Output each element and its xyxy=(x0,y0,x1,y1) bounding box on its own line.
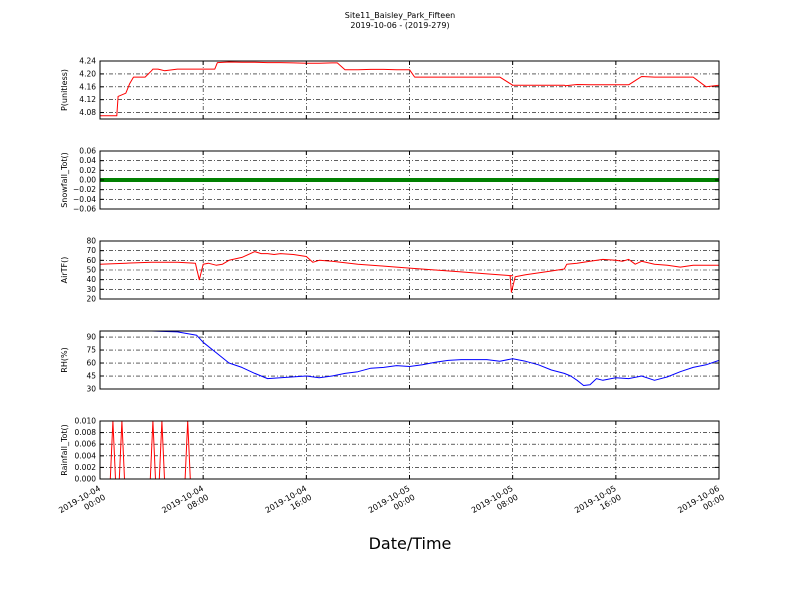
y-tick-label: 60 xyxy=(86,359,96,368)
y-tick-label: 0.00 xyxy=(79,176,96,185)
y-tick-label: 20 xyxy=(86,295,96,304)
y-tick-label: 60 xyxy=(86,256,96,265)
y-axis-label: AirTF() xyxy=(60,257,69,284)
series-line xyxy=(100,330,720,386)
y-tick-label: −0.06 xyxy=(73,205,96,214)
panel-5: 0.000 0.002 0.004 0.006 0.008 0.010 Rainfall_T… xyxy=(60,417,720,484)
chart-title: Site11_Baisley_Park_Fifteen xyxy=(344,11,456,20)
y-tick-label: 80 xyxy=(86,237,96,246)
y-tick-label: 50 xyxy=(86,266,96,275)
y-tick-label: 70 xyxy=(86,246,96,255)
y-tick-label: 0.000 xyxy=(75,475,97,484)
y-tick-label: 0.04 xyxy=(79,156,96,165)
y-tick-label: 30 xyxy=(86,385,96,394)
y-tick-label: 90 xyxy=(86,333,96,342)
y-tick-label: 45 xyxy=(86,372,96,381)
y-tick-label: 4.12 xyxy=(79,95,96,104)
y-axis-label: RH(%) xyxy=(60,347,69,372)
y-tick-label: 0.010 xyxy=(75,417,97,426)
y-tick-label: 4.20 xyxy=(79,69,96,78)
y-tick-label: 40 xyxy=(86,275,96,284)
y-tick-label: 0.06 xyxy=(79,147,96,156)
y-axis-label: Snowfall_Tot() xyxy=(60,152,69,208)
series-line xyxy=(99,251,719,293)
panel-2: −0.06−0.04−0.020.000.020.040.06 Snowfall_… xyxy=(60,147,720,214)
y-tick-label: −0.04 xyxy=(73,195,96,204)
y-tick-label: 0.008 xyxy=(75,428,97,437)
panel-1: 4.08 4.12 4.16 4.20 4.24 P(unitless) xyxy=(60,57,720,120)
y-tick-label: 0.006 xyxy=(75,440,97,449)
y-tick-label: 0.02 xyxy=(79,166,96,175)
chart-subtitle: 2019-10-06 - (2019-279) xyxy=(350,21,450,30)
series-line xyxy=(100,61,720,117)
y-axis-label: Rainfall_Tot() xyxy=(60,424,69,476)
y-tick-label: 4.08 xyxy=(79,108,96,117)
y-tick-label: 0.004 xyxy=(75,451,97,460)
y-tick-label: 75 xyxy=(86,346,96,355)
panel-4: 30 45 60 75 90 RH(%) xyxy=(60,330,720,394)
x-axis-label: Date/Time xyxy=(368,534,452,553)
y-tick-label: 4.24 xyxy=(79,57,96,66)
y-tick-label: 0.002 xyxy=(75,463,97,472)
y-tick-label: 4.16 xyxy=(79,82,96,91)
y-axis-label: P(unitless) xyxy=(60,69,69,111)
y-tick-label: 30 xyxy=(86,285,96,294)
y-tick-label: −0.02 xyxy=(73,185,96,194)
